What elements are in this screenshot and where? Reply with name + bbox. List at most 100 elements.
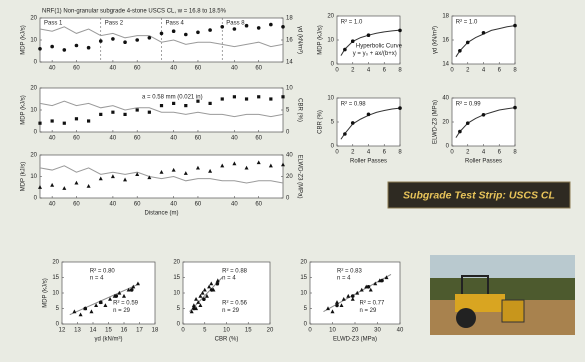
point <box>38 185 42 189</box>
point <box>191 303 196 307</box>
plot-area <box>336 97 401 147</box>
point <box>341 297 346 301</box>
x-tick-label: 4 <box>367 68 371 74</box>
point <box>244 23 249 28</box>
plot-area <box>39 154 284 199</box>
y-tick-label: 10 <box>327 38 334 44</box>
y-tick-label: 20 <box>442 120 449 126</box>
point <box>339 303 344 307</box>
x-tick-label: 40 <box>110 136 117 142</box>
annotation: n = 4 <box>337 276 351 282</box>
x-tick-label: 10 <box>329 328 336 334</box>
point <box>50 182 55 187</box>
x-tick-label: 6 <box>383 68 387 74</box>
y-axis-label: MDP (kJ/s) <box>21 162 27 192</box>
point <box>123 177 128 182</box>
point <box>147 110 151 114</box>
point <box>355 290 360 295</box>
annotation: R² = 0.99 <box>456 101 482 107</box>
point <box>50 119 54 123</box>
point <box>198 293 203 298</box>
point <box>74 43 79 48</box>
point <box>326 306 330 311</box>
point <box>135 38 139 42</box>
point <box>208 101 212 105</box>
wheel <box>456 308 476 328</box>
x-tick-label: 20 <box>352 328 359 334</box>
y-tick-label: 0 <box>34 196 38 202</box>
y-tick-label: 5 <box>331 120 335 126</box>
point <box>335 303 339 308</box>
y-tick-label: 20 <box>327 14 334 20</box>
point <box>123 112 127 116</box>
x-tick-label: 2 <box>351 68 355 74</box>
y-tick-label: 15 <box>173 275 180 281</box>
y-tick-label: 20 <box>52 260 59 266</box>
y2-tick-label: 16 <box>286 38 293 44</box>
y2-tick-label: 10 <box>286 86 293 92</box>
point <box>147 36 152 40</box>
y-tick-label: 5 <box>56 306 60 312</box>
point <box>384 275 389 280</box>
y2-tick-label: 14 <box>286 60 293 66</box>
point <box>108 297 113 301</box>
series-line <box>39 26 284 48</box>
x-tick-label: 20 <box>267 328 274 334</box>
y-tick-label: 0 <box>177 322 181 328</box>
point <box>196 300 201 304</box>
annotation: n = 29 <box>360 308 378 314</box>
annotation: R² = 0.59 <box>113 300 139 306</box>
y-tick-label: 10 <box>173 291 180 297</box>
point <box>200 290 205 295</box>
point <box>366 112 371 117</box>
pass-label: Pass 4 <box>166 21 185 27</box>
point <box>78 312 83 317</box>
point <box>350 39 355 43</box>
annotation: R² = 0.80 <box>90 268 116 274</box>
y-tick-label: 0 <box>331 62 335 68</box>
x-tick-label: 40 <box>170 136 177 142</box>
point <box>89 309 94 314</box>
point <box>343 132 347 136</box>
x-tick-label: 60 <box>73 202 80 208</box>
point <box>458 49 462 53</box>
point <box>131 284 136 289</box>
point <box>111 37 115 41</box>
y-tick-label: 10 <box>30 174 37 180</box>
y2-axis-label: ELWD-Z3 (MPa) <box>296 155 302 199</box>
point <box>122 293 126 298</box>
x-tick-label: 16 <box>121 328 128 334</box>
point <box>98 176 103 181</box>
point <box>195 165 200 170</box>
y-axis-label: MDP (kJ/s) <box>21 25 27 55</box>
plot-area <box>182 261 271 325</box>
point <box>335 300 339 304</box>
y-tick-label: 0 <box>304 322 308 328</box>
point <box>184 104 188 108</box>
plot-area <box>336 15 401 65</box>
x-tick-label: 2 <box>466 68 470 74</box>
point <box>129 288 134 292</box>
x-tick-label: 18 <box>152 328 159 334</box>
y-tick-label: 20 <box>173 260 180 266</box>
x-tick-label: 10 <box>223 328 230 334</box>
x-tick-label: 4 <box>482 68 486 74</box>
y-tick-label: 0 <box>34 60 38 66</box>
point <box>159 170 164 174</box>
point <box>215 278 220 283</box>
x-tick-label: 60 <box>134 136 141 142</box>
annotation: R² = 0.83 <box>337 268 363 274</box>
x-tick-label: 4 <box>482 150 486 156</box>
x-tick-label: 60 <box>134 66 141 72</box>
x-tick-label: 40 <box>110 66 117 72</box>
point <box>110 174 115 179</box>
point <box>62 48 67 52</box>
y2-tick-label: 40 <box>286 153 293 159</box>
x-tick-label: 0 <box>308 328 312 334</box>
y-tick-label: 0 <box>34 130 38 136</box>
point <box>111 110 115 114</box>
pass-label: Pass 1 <box>44 21 63 27</box>
y-tick-label: 10 <box>327 96 334 102</box>
annotation: a = 0.58 mm (0.021 in) <box>142 94 203 100</box>
point <box>368 287 373 292</box>
